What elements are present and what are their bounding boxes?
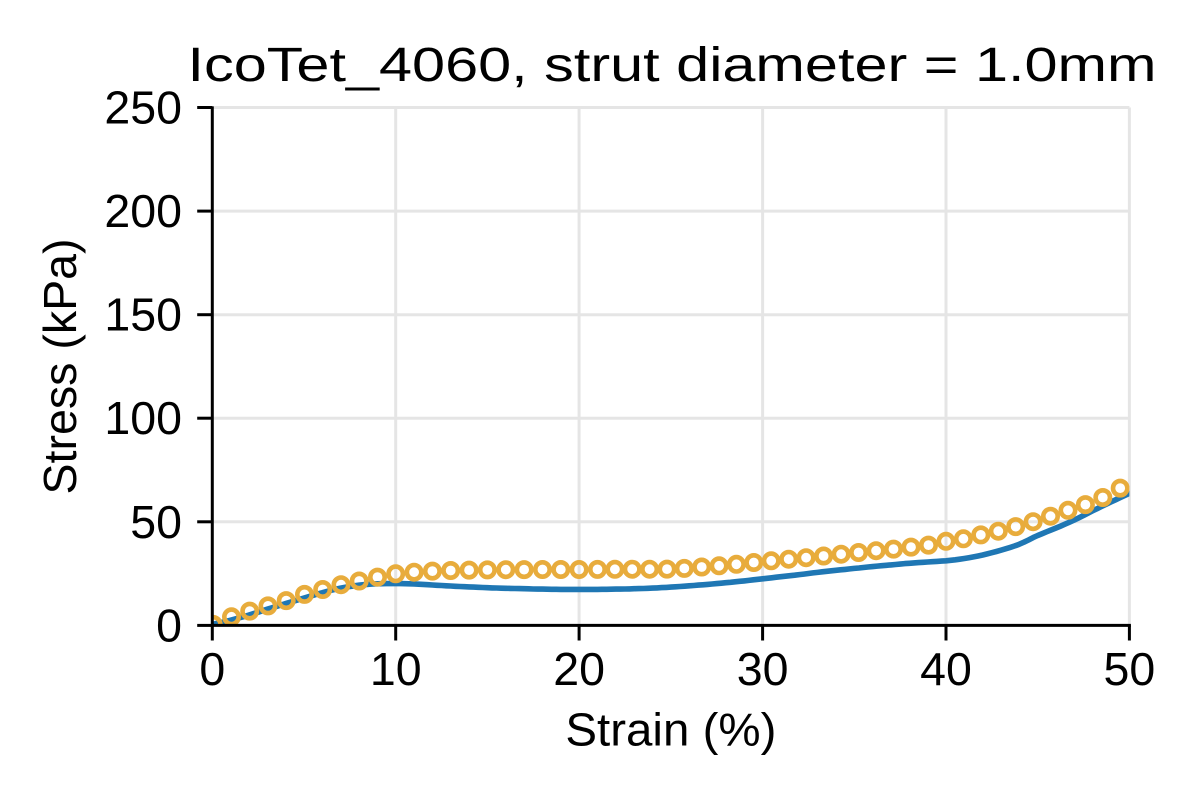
svg-text:Strain (%): Strain (%) (565, 704, 776, 756)
svg-text:0: 0 (156, 599, 182, 651)
svg-text:0: 0 (199, 643, 225, 695)
svg-text:Stress (kPa): Stress (kPa) (34, 239, 86, 495)
svg-text:10: 10 (370, 643, 422, 695)
svg-text:20: 20 (553, 643, 605, 695)
svg-text:200: 200 (104, 185, 182, 237)
svg-text:40: 40 (920, 643, 972, 695)
svg-text:50: 50 (1104, 643, 1156, 695)
svg-text:50: 50 (130, 496, 182, 548)
svg-text:IcoTet_4060, strut diameter =: IcoTet_4060, strut diameter = 1.0mm (188, 38, 1157, 92)
svg-text:100: 100 (104, 392, 182, 444)
svg-text:150: 150 (104, 289, 182, 341)
svg-text:250: 250 (104, 82, 182, 134)
svg-text:30: 30 (737, 643, 789, 695)
